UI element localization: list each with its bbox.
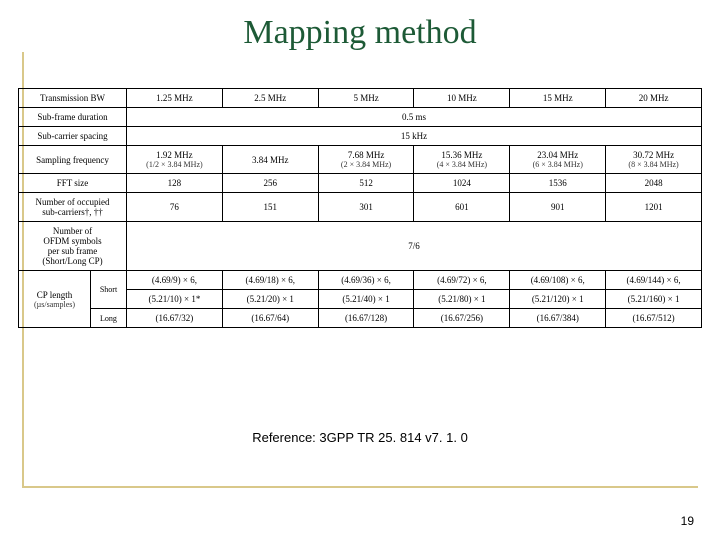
fft-4: 1536 — [510, 174, 606, 193]
fft-2: 512 — [318, 174, 414, 193]
row-cp-long: Long (16.67/32) (16.67/64) (16.67/128) (… — [19, 309, 702, 328]
label-subcarrier-spacing: Sub-carrier spacing — [19, 127, 127, 146]
mapping-table-wrap: Transmission BW 1.25 MHz 2.5 MHz 5 MHz 1… — [18, 88, 702, 328]
col-bw-5: 20 MHz — [606, 89, 702, 108]
occ-5: 1201 — [606, 193, 702, 222]
reference-text: Reference: 3GPP TR 25. 814 v7. 1. 0 — [0, 430, 720, 445]
sf-3: 15.36 MHz(4 × 3.84 MHz) — [414, 146, 510, 174]
sf-5: 30.72 MHz(8 × 3.84 MHz) — [606, 146, 702, 174]
occ-0: 76 — [127, 193, 223, 222]
label-cp-short: Short — [91, 271, 127, 309]
val-ofdm-symbols: 7/6 — [127, 222, 702, 271]
col-bw-1: 2.5 MHz — [222, 89, 318, 108]
row-sampling-freq: Sampling frequency 1.92 MHz(1/2 × 3.84 M… — [19, 146, 702, 174]
col-bw-0: 1.25 MHz — [127, 89, 223, 108]
row-fft-size: FFT size 128 256 512 1024 1536 2048 — [19, 174, 702, 193]
cps2-0: (5.21/10) × 1* — [127, 290, 223, 309]
label-cp-length: CP length (µs/samples) — [19, 271, 91, 328]
label-occupied: Number of occupiedsub-carriers†, †† — [19, 193, 127, 222]
cps1-3: (4.69/72) × 6, — [414, 271, 510, 290]
cps2-3: (5.21/80) × 1 — [414, 290, 510, 309]
slide-title: Mapping method — [0, 14, 720, 52]
row-cp-short-1: CP length (µs/samples) Short (4.69/9) × … — [19, 271, 702, 290]
occ-3: 601 — [414, 193, 510, 222]
col-bw-4: 15 MHz — [510, 89, 606, 108]
fft-3: 1024 — [414, 174, 510, 193]
fft-5: 2048 — [606, 174, 702, 193]
label-cp-long: Long — [91, 309, 127, 328]
row-transmission-bw: Transmission BW 1.25 MHz 2.5 MHz 5 MHz 1… — [19, 89, 702, 108]
sf-1: 3.84 MHz — [222, 146, 318, 174]
cps2-2: (5.21/40) × 1 — [318, 290, 414, 309]
sf-2: 7.68 MHz(2 × 3.84 MHz) — [318, 146, 414, 174]
page-number: 19 — [681, 514, 694, 528]
label-subframe-duration: Sub-frame duration — [19, 108, 127, 127]
col-bw-2: 5 MHz — [318, 89, 414, 108]
cps2-5: (5.21/160) × 1 — [606, 290, 702, 309]
cpl-5: (16.67/512) — [606, 309, 702, 328]
cps1-5: (4.69/144) × 6, — [606, 271, 702, 290]
cpl-3: (16.67/256) — [414, 309, 510, 328]
sf-0: 1.92 MHz(1/2 × 3.84 MHz) — [127, 146, 223, 174]
cps1-0: (4.69/9) × 6, — [127, 271, 223, 290]
cps1-1: (4.69/18) × 6, — [222, 271, 318, 290]
label-fft-size: FFT size — [19, 174, 127, 193]
col-bw-3: 10 MHz — [414, 89, 510, 108]
occ-1: 151 — [222, 193, 318, 222]
val-subframe-duration: 0.5 ms — [127, 108, 702, 127]
cps1-4: (4.69/108) × 6, — [510, 271, 606, 290]
row-occupied: Number of occupiedsub-carriers†, †† 76 1… — [19, 193, 702, 222]
occ-4: 901 — [510, 193, 606, 222]
row-subframe-duration: Sub-frame duration 0.5 ms — [19, 108, 702, 127]
occ-2: 301 — [318, 193, 414, 222]
row-ofdm-symbols: Number of OFDM symbols per sub frame (Sh… — [19, 222, 702, 271]
cpl-0: (16.67/32) — [127, 309, 223, 328]
mapping-table: Transmission BW 1.25 MHz 2.5 MHz 5 MHz 1… — [18, 88, 702, 328]
val-subcarrier-spacing: 15 kHz — [127, 127, 702, 146]
label-sampling-freq: Sampling frequency — [19, 146, 127, 174]
cpl-4: (16.67/384) — [510, 309, 606, 328]
sf-4: 23.04 MHz(6 × 3.84 MHz) — [510, 146, 606, 174]
cps2-1: (5.21/20) × 1 — [222, 290, 318, 309]
label-ofdm-symbols: Number of OFDM symbols per sub frame (Sh… — [19, 222, 127, 271]
cpl-2: (16.67/128) — [318, 309, 414, 328]
cps2-4: (5.21/120) × 1 — [510, 290, 606, 309]
fft-0: 128 — [127, 174, 223, 193]
fft-1: 256 — [222, 174, 318, 193]
cpl-1: (16.67/64) — [222, 309, 318, 328]
label-transmission-bw: Transmission BW — [19, 89, 127, 108]
row-subcarrier-spacing: Sub-carrier spacing 15 kHz — [19, 127, 702, 146]
cps1-2: (4.69/36) × 6, — [318, 271, 414, 290]
